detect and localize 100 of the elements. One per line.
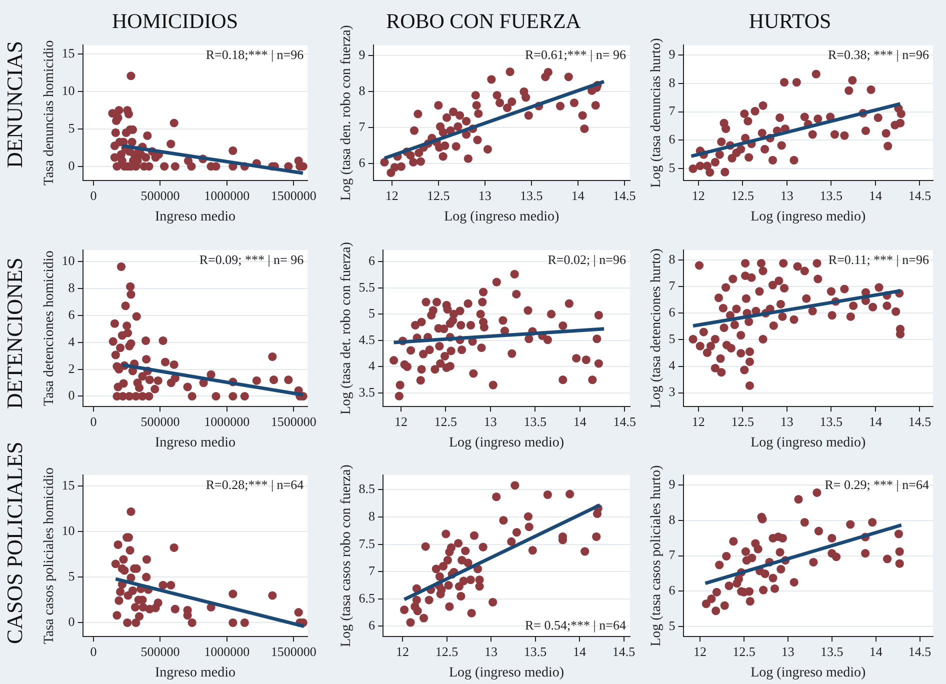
point — [580, 124, 589, 134]
point — [895, 559, 904, 568]
point — [170, 118, 178, 128]
x-axis-title: Log (ingreso medio) — [750, 665, 866, 680]
x-tick-label: 1500000 — [270, 414, 316, 429]
y-tick-label: 0 — [68, 158, 75, 173]
point — [896, 118, 905, 128]
y-tick-label: 5 — [668, 331, 676, 346]
point — [720, 601, 729, 610]
y-axis-title: Log (tasa casos policiales hurto) — [649, 464, 664, 646]
point — [114, 106, 124, 115]
point — [419, 614, 428, 622]
point — [145, 376, 154, 384]
y-tick-label: 9 — [668, 46, 676, 62]
point — [462, 116, 471, 126]
point — [166, 580, 176, 590]
point — [413, 606, 422, 616]
point — [473, 136, 482, 144]
point — [543, 490, 552, 499]
y-axis-title: Log (tasa det. robo con fuerza) — [339, 242, 354, 415]
point — [132, 312, 141, 321]
point — [466, 576, 475, 584]
point — [792, 78, 801, 87]
point — [688, 164, 698, 174]
point — [112, 610, 122, 620]
point — [712, 588, 722, 596]
point — [830, 130, 840, 139]
point — [566, 490, 574, 498]
point — [154, 598, 162, 608]
x-tick-label: 13 — [780, 188, 794, 203]
y-tick-label: 8.5 — [358, 481, 376, 496]
x-tick-label: 14.5 — [908, 644, 932, 659]
point — [126, 339, 136, 348]
point — [446, 543, 456, 552]
y-tick-label: 6 — [358, 155, 366, 170]
point — [444, 580, 453, 590]
point — [844, 86, 854, 95]
point — [464, 154, 472, 163]
point — [160, 358, 170, 366]
y-tick-label: 6 — [668, 132, 676, 147]
point — [459, 576, 468, 586]
point — [861, 126, 870, 136]
x-tick-label: 12 — [396, 644, 410, 659]
y-axis-title: Tasa detenciones homicidio — [42, 250, 58, 406]
point — [866, 85, 876, 94]
chart-title: HOMICIDIOS — [112, 9, 238, 34]
x-tick-label: 13 — [484, 644, 498, 659]
x-tick-label: 13 — [478, 188, 492, 203]
point — [499, 516, 508, 525]
point — [138, 392, 147, 401]
point — [814, 526, 823, 536]
point — [122, 321, 132, 330]
y-tick-label: 10 — [62, 83, 75, 98]
point — [722, 124, 730, 134]
x-tick-label: 13 — [780, 414, 794, 429]
point — [790, 156, 798, 165]
x-tick-label: 12.5 — [435, 644, 458, 659]
point — [758, 128, 766, 138]
y-tick-label: 9 — [668, 476, 676, 492]
point — [578, 111, 587, 120]
annotation: R= 0.29; *** | n=64 — [824, 476, 930, 492]
point — [126, 282, 135, 291]
x-axis-title: Log (ingreso medio) — [448, 665, 564, 680]
point — [777, 141, 786, 150]
point — [794, 495, 803, 504]
y-tick-label: 15 — [62, 477, 75, 492]
y-axis-title: Log (tasa den. robo con fuerza) — [339, 24, 354, 201]
point — [187, 162, 196, 171]
point — [790, 578, 798, 587]
y-tick-label: 7 — [668, 547, 676, 562]
y-tick-label: 8 — [668, 74, 676, 90]
point — [130, 602, 140, 612]
point — [528, 546, 537, 555]
x-tick-label: 0 — [90, 188, 97, 203]
point — [183, 382, 192, 392]
point — [456, 592, 466, 600]
x-tick-label: 14 — [869, 644, 883, 659]
point — [502, 104, 512, 112]
chart-title: HURTOS — [748, 9, 832, 34]
y-tick-label: 3 — [668, 384, 676, 400]
point — [861, 549, 870, 558]
x-tick-label: 1000000 — [204, 188, 250, 203]
point — [741, 547, 750, 556]
point — [467, 608, 476, 618]
point — [142, 354, 151, 364]
point — [410, 126, 419, 135]
y-tick-label: 6 — [668, 304, 676, 320]
y-tick-label: 6 — [68, 306, 76, 322]
point — [445, 602, 454, 611]
point — [434, 101, 443, 110]
x-tick-label: 1000000 — [204, 644, 250, 659]
x-tick-label: 14 — [573, 414, 587, 429]
point — [812, 488, 822, 497]
point — [412, 596, 421, 604]
point — [158, 580, 168, 590]
point — [800, 112, 809, 122]
point — [136, 150, 146, 159]
point — [414, 110, 422, 118]
point — [712, 606, 720, 616]
point — [228, 618, 238, 627]
